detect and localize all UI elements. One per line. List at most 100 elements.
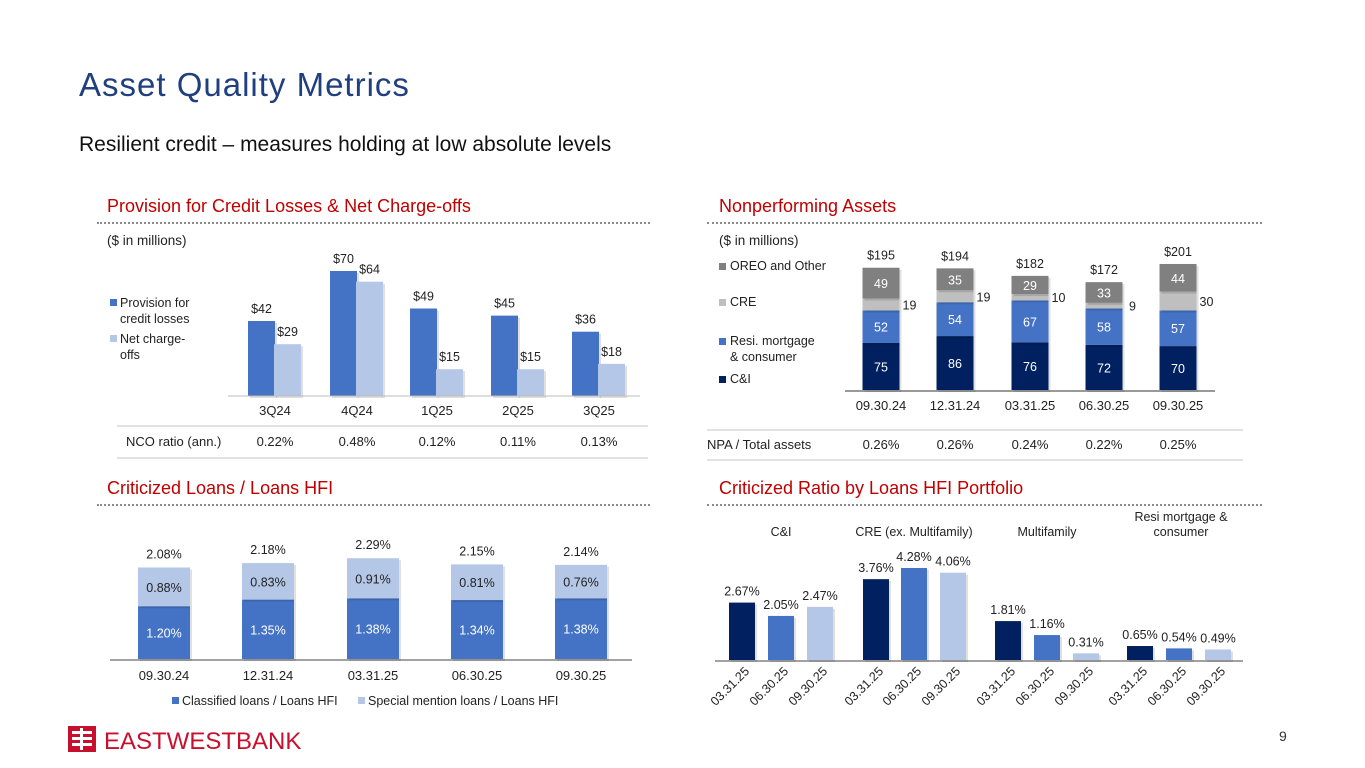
bar-segment-classified [451, 600, 503, 659]
data-label: 57 [1171, 322, 1185, 336]
bar-cre-ex-multifamily--06.30.25 [901, 567, 927, 660]
bar-3Q25-nco [598, 363, 625, 396]
divider [97, 222, 650, 224]
legend-swatch [110, 299, 117, 306]
x-tick-label: 03.31.25 [348, 668, 399, 683]
data-label: 0.65% [1122, 628, 1157, 642]
x-tick-label: 09.30.24 [856, 398, 907, 413]
bar-segment-oreo-and-other [1085, 282, 1123, 303]
data-label: $64 [359, 263, 380, 277]
data-label: 33 [1097, 287, 1111, 301]
bar-multifamily-06.30.25 [1034, 635, 1060, 660]
data-label: 35 [948, 273, 962, 287]
bar-segment-c-i [1011, 342, 1049, 390]
data-label: 70 [1171, 362, 1185, 376]
legend-label: Resi. mortgage [730, 334, 815, 348]
bar-segment-c-i [1085, 344, 1123, 390]
data-label: 1.38% [563, 623, 598, 637]
total-label: 2.08% [146, 547, 181, 561]
bar-segment-cre [936, 290, 974, 303]
bar-segment-classified [555, 598, 607, 659]
x-tick-label: 3Q24 [259, 403, 291, 418]
bar-segment-c-i [1159, 346, 1197, 390]
data-label: 44 [1171, 272, 1185, 286]
data-label: $29 [277, 325, 298, 339]
total-label: $172 [1090, 263, 1118, 277]
data-label: 0.31% [1068, 635, 1103, 649]
page-subtitle: Resilient credit – measures holding at l… [79, 133, 612, 156]
x-tick-label: 12.31.24 [930, 398, 981, 413]
group-label: Multifamily [1017, 525, 1077, 539]
x-tick-label: 09.30.25 [1153, 398, 1204, 413]
divider [707, 222, 1262, 224]
bar-3Q25-provision [572, 331, 599, 396]
divider [97, 504, 650, 506]
table-row-label: NCO ratio (ann.) [126, 434, 221, 449]
page-title: Asset Quality Metrics [79, 66, 410, 103]
legend-label: OREO and Other [730, 259, 826, 273]
legend-label: & consumer [730, 350, 797, 364]
legend-swatch [719, 376, 726, 383]
bar-segment-cre [862, 298, 900, 311]
x-tick-label: 09.30.25 [919, 664, 963, 708]
bar-cre-ex-multifamily--03.31.25 [863, 579, 889, 660]
nco-ratio-value: 0.13% [581, 434, 618, 449]
x-tick-label: 2Q25 [502, 403, 534, 418]
data-label: $70 [333, 252, 354, 266]
x-tick-label: 03.31.25 [1005, 398, 1056, 413]
data-label: $36 [575, 313, 596, 327]
bar-segment-special-mention [555, 564, 607, 599]
data-label: 0.54% [1161, 630, 1196, 644]
total-label: $195 [867, 249, 895, 263]
bar-4Q24-provision [330, 270, 357, 396]
nco-ratio-value: 0.48% [339, 434, 376, 449]
x-tick-label: 03.31.25 [842, 664, 886, 708]
bar-cre-ex-multifamily--09.30.25 [940, 572, 966, 660]
total-label: $182 [1016, 257, 1044, 271]
bar-segment-resi-mortgage-consumer [862, 310, 900, 343]
legend-label: offs [120, 348, 140, 362]
data-label: $15 [520, 350, 541, 364]
bar-segment-special-mention [451, 564, 503, 601]
unit-note: ($ in millions) [107, 233, 187, 248]
x-tick-label: 06.30.25 [452, 668, 503, 683]
data-label: 76 [1023, 360, 1037, 374]
data-label: 4.06% [935, 555, 970, 569]
data-label: 19 [903, 298, 917, 312]
bar-2Q25-provision [491, 315, 518, 396]
bar-segment-oreo-and-other [1159, 263, 1197, 292]
bar-c-i-09.30.25 [807, 606, 833, 660]
legend-swatch [719, 338, 726, 345]
bar-1Q25-provision [410, 308, 437, 396]
data-label: 29 [1023, 279, 1037, 293]
group-label: C&I [771, 525, 792, 539]
x-tick-label: 09.30.24 [139, 668, 190, 683]
data-label: $18 [601, 345, 622, 359]
total-label: $194 [941, 249, 969, 263]
section-title-npa: Nonperforming Assets [719, 196, 897, 216]
group-label: Resi mortgage & [1134, 510, 1228, 524]
legend-swatch [358, 697, 365, 704]
data-label: $45 [494, 297, 515, 311]
data-label: 0.83% [250, 575, 285, 589]
npa-ratio-value: 0.25% [1160, 437, 1197, 452]
x-tick-label: 06.30.25 [880, 664, 924, 708]
bar-multifamily-03.31.25 [995, 621, 1021, 660]
total-label: 2.29% [355, 538, 390, 552]
data-label: 30 [1200, 295, 1214, 309]
x-tick-label: 06.30.25 [1145, 664, 1189, 708]
data-label: 2.67% [724, 585, 759, 599]
x-tick-label: 3Q25 [583, 403, 615, 418]
bar-segment-cre [1159, 291, 1197, 311]
x-tick-label: 09.30.25 [1052, 664, 1096, 708]
bar-2Q25-nco [517, 369, 544, 396]
legend-label: credit losses [120, 312, 189, 326]
x-tick-label: 09.30.25 [1184, 664, 1228, 708]
legend-label: Provision for [120, 296, 189, 310]
data-label: 75 [874, 360, 888, 374]
page-number: 9 [1279, 728, 1287, 744]
nco-ratio-value: 0.22% [257, 434, 294, 449]
data-label: 52 [874, 321, 888, 335]
x-tick-label: 06.30.25 [747, 664, 791, 708]
data-label: 19 [977, 290, 991, 304]
